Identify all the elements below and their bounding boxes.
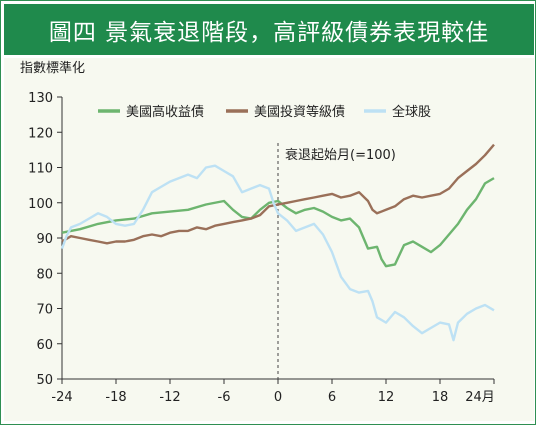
x-tick-label: -12 — [159, 390, 180, 405]
x-tick-label: 0 — [274, 390, 282, 405]
x-tick-label: 12 — [378, 390, 395, 405]
x-tick-label: -6 — [218, 390, 231, 405]
y-tick-label: 60 — [36, 338, 53, 353]
x-tick-label: -24 — [51, 390, 72, 405]
y-tick-label: 120 — [28, 126, 53, 141]
series-line-1 — [61, 177, 495, 268]
x-axis-end-label: 24月 — [465, 390, 495, 405]
y-tick-label: 80 — [36, 267, 53, 282]
x-tick-label: 18 — [432, 390, 449, 405]
y-tick-label: 110 — [28, 162, 53, 177]
recession-annotation: 衰退起始月(=100) — [285, 147, 396, 163]
chart-title: 圖四 景氣衰退階段，高評級債券表現較佳 — [48, 19, 490, 46]
series-line-2 — [61, 143, 495, 245]
chart-title-banner: 圖四 景氣衰退階段，高評級債券表現較佳 — [4, 4, 534, 55]
y-axis-label: 指數標準化 — [20, 60, 85, 76]
legend-label-3: 全球股 — [392, 104, 431, 120]
x-tick-label: -18 — [105, 390, 126, 405]
series-line-3 — [60, 164, 495, 342]
legend-label-2: 美國投資等級債 — [254, 104, 345, 120]
x-tick-label: 6 — [328, 390, 336, 405]
y-tick-label: 130 — [28, 91, 53, 106]
legend-label-1: 美國高收益債 — [126, 104, 204, 120]
y-tick-label: 70 — [36, 303, 53, 318]
y-tick-label: 100 — [28, 197, 53, 212]
y-tick-label: 50 — [36, 373, 53, 388]
y-tick-label: 90 — [36, 232, 53, 247]
